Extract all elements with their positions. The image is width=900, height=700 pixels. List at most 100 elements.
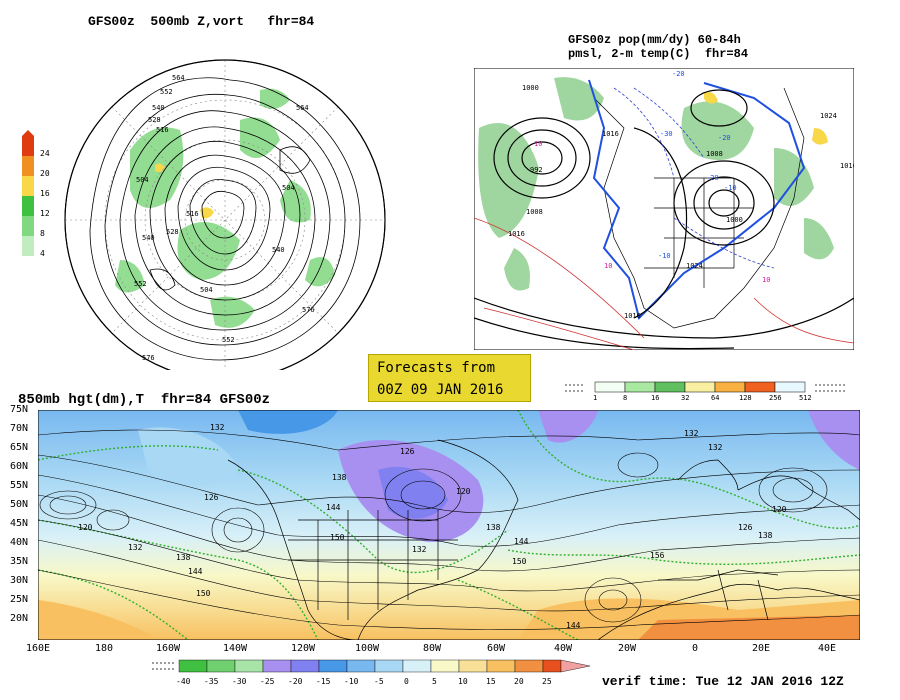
svg-text:10: 10 — [762, 276, 770, 284]
polar-cb-tick-0: 24 — [40, 149, 50, 158]
polar-cb-tick-2: 16 — [40, 189, 50, 198]
svg-text:128: 128 — [739, 394, 752, 402]
svg-text:1016: 1016 — [508, 230, 525, 238]
lon-axis: 160E 180 160W 140W 120W 100W 80W 60W 40W… — [26, 643, 866, 657]
pop-panel-title-line1: GFS00z pop(mm/dy) 60-84h — [568, 33, 741, 47]
banner-line1: Forecasts from — [377, 360, 496, 376]
lat-label: 35N — [10, 556, 29, 567]
pmsl-contours — [474, 89, 854, 350]
svg-text:1016: 1016 — [624, 312, 641, 320]
warm-areas — [38, 598, 860, 640]
svg-text:138: 138 — [758, 531, 773, 540]
lat-label: 25N — [10, 594, 29, 605]
svg-text:1008: 1008 — [706, 150, 723, 158]
svg-text:-20: -20 — [718, 134, 731, 142]
svg-text:1024: 1024 — [686, 262, 703, 270]
lon-label: 60W — [487, 643, 506, 654]
temp-cb-ticks: -40 -35 -30 -25 -20 -15 -10 -5 0 5 10 15… — [176, 677, 552, 686]
lat-label: 40N — [10, 537, 29, 548]
pop-cb-swatch-0 — [594, 381, 626, 393]
svg-text:132: 132 — [708, 443, 723, 452]
svg-text:564: 564 — [296, 104, 309, 112]
pop-coastlines — [593, 87, 805, 329]
pmsl-labels: 1000 992 1008 1016 1016 1008 1024 1000 1… — [508, 84, 854, 320]
svg-text:132: 132 — [412, 545, 427, 554]
svg-text:552: 552 — [134, 280, 147, 288]
svg-text:144: 144 — [566, 621, 581, 630]
pop-cb-swatch-5 — [744, 381, 776, 393]
svg-text:-5: -5 — [374, 677, 384, 686]
svg-text:132: 132 — [210, 423, 225, 432]
svg-text:-25: -25 — [260, 677, 275, 686]
svg-text:20: 20 — [514, 677, 524, 686]
lat-label: 50N — [10, 499, 29, 510]
temp-labels-warm: 10 10 10 — [534, 140, 770, 284]
lat-label: 70N — [10, 423, 29, 434]
temp-colorbar: -40 -35 -30 -25 -20 -15 -10 -5 0 5 10 15… — [152, 659, 591, 686]
svg-text:576: 576 — [302, 306, 315, 314]
lon-label: 0 — [692, 643, 699, 654]
svg-text:552: 552 — [222, 336, 235, 344]
svg-text:504: 504 — [136, 176, 149, 184]
pop-cb-swatch-3 — [684, 381, 716, 393]
lon-label: 140W — [223, 643, 248, 654]
svg-text:10: 10 — [458, 677, 468, 686]
svg-text:-20: -20 — [672, 70, 685, 78]
temp-contours-warm — [474, 217, 854, 350]
polar-colorbar-swatch-5 — [22, 236, 34, 256]
lon-label: 160E — [26, 643, 51, 654]
polar-colorbar-swatch-0 — [22, 136, 34, 156]
main-panel-title: 850mb hgt(dm),T fhr=84 GFS00z — [18, 392, 271, 408]
pop-cb-swatch-1 — [624, 381, 656, 393]
polar-cb-tick-4: 8 — [40, 229, 45, 238]
lon-label: 40W — [554, 643, 573, 654]
lon-label: 100W — [355, 643, 380, 654]
lat-label: 60N — [10, 461, 29, 472]
svg-text:25: 25 — [542, 677, 552, 686]
lat-label: 65N — [10, 442, 29, 453]
pop-cb-ticks: 1 8 16 32 64 128 256 512 — [593, 394, 812, 402]
svg-text:138: 138 — [176, 553, 191, 562]
svg-text:120: 120 — [772, 505, 787, 514]
lat-label: 55N — [10, 480, 29, 491]
polar-colorbar: 24 20 16 12 8 4 — [20, 130, 60, 274]
svg-text:156: 156 — [650, 551, 665, 560]
polar-height-contours — [89, 77, 361, 361]
polar-map-border — [64, 59, 386, 370]
polar-cb-tick-5: 4 — [40, 249, 45, 258]
lat-axis: 75N 70N 65N 60N 55N 50N 45N 40N 35N 30N … — [10, 404, 40, 644]
svg-text:16: 16 — [651, 394, 659, 402]
svg-text:1016: 1016 — [602, 130, 619, 138]
svg-text:-20: -20 — [706, 174, 719, 182]
svg-text:5: 5 — [432, 677, 437, 686]
svg-text:504: 504 — [282, 184, 295, 192]
polar-colorbar-swatch-3 — [22, 196, 34, 216]
polar-map: 564 552 540 528 516 504 504 516 528 540 … — [64, 59, 386, 370]
lat-label: 75N — [10, 404, 29, 415]
height-contours — [38, 429, 860, 630]
main-map: 132 126 120 138 144 150 138 132 120 126 … — [38, 410, 860, 640]
svg-text:144: 144 — [188, 567, 203, 576]
svg-text:540: 540 — [142, 234, 155, 242]
svg-text:132: 132 — [684, 429, 699, 438]
polar-colorbar-arrow — [22, 130, 34, 136]
svg-text:10: 10 — [604, 262, 612, 270]
svg-text:512: 512 — [799, 394, 812, 402]
svg-text:564: 564 — [172, 74, 185, 82]
cold-pockets — [138, 410, 860, 542]
svg-text:-35: -35 — [204, 677, 219, 686]
lon-label: 40E — [818, 643, 837, 654]
svg-text:-20: -20 — [288, 677, 303, 686]
banner-line2: 00Z 09 JAN 2016 — [377, 382, 504, 398]
svg-text:8: 8 — [623, 394, 627, 402]
polar-colorbar-svg: 24 20 16 12 8 4 — [22, 130, 50, 258]
pop-map: 1000 992 1008 1016 1016 1008 1024 1000 1… — [474, 68, 854, 350]
polar-map-contents — [65, 60, 385, 370]
svg-text:1: 1 — [593, 394, 597, 402]
svg-text:0: 0 — [404, 677, 409, 686]
polar-cb-tick-1: 20 — [40, 169, 50, 178]
svg-text:540: 540 — [272, 246, 285, 254]
forecast-banner: Forecasts from 00Z 09 JAN 2016 — [368, 354, 531, 402]
svg-text:1008: 1008 — [526, 208, 543, 216]
svg-text:32: 32 — [681, 394, 689, 402]
